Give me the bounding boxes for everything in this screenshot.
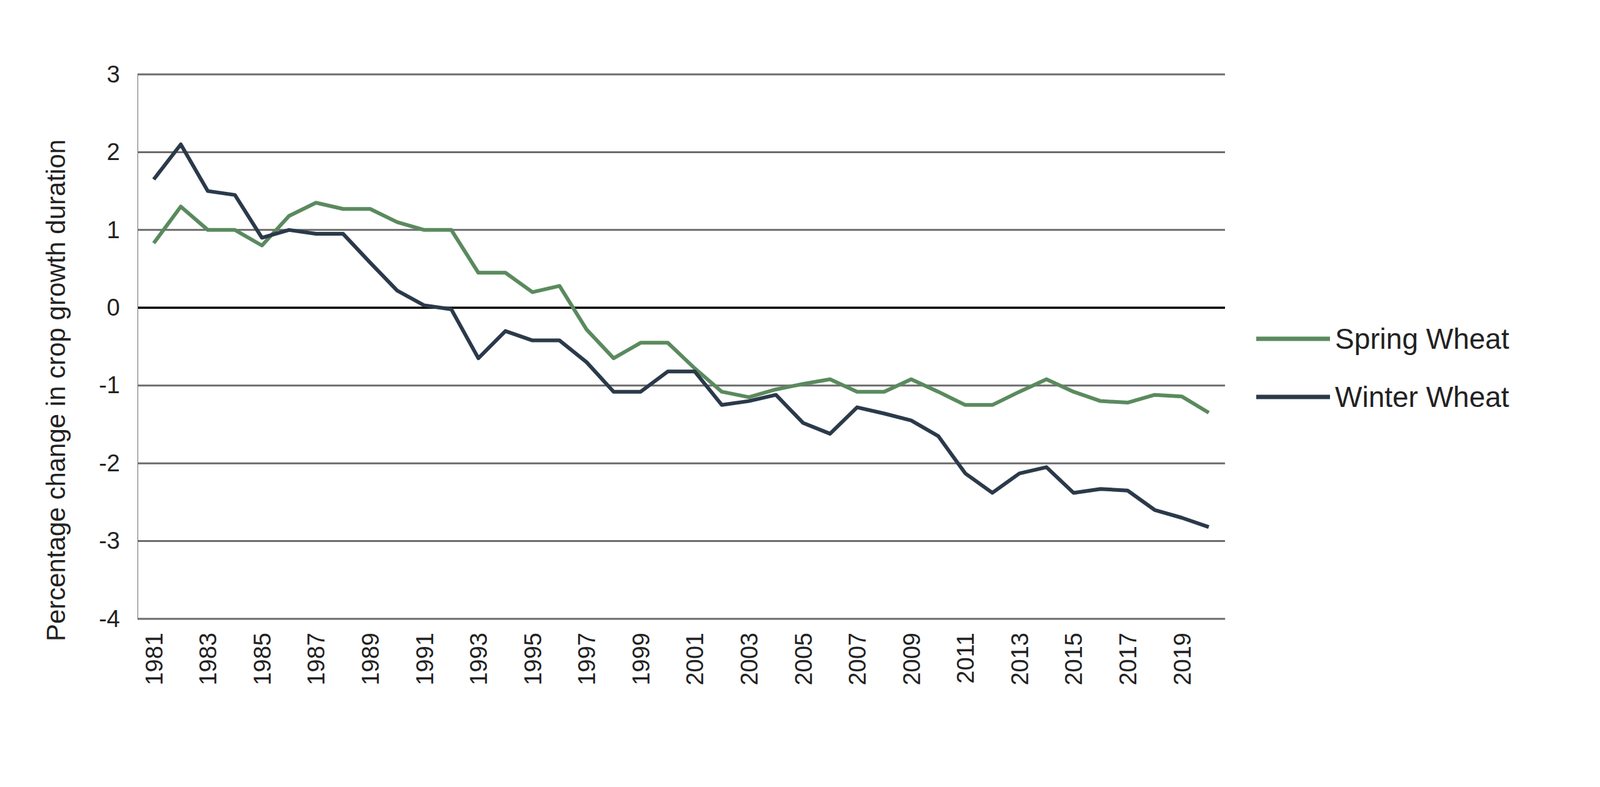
x-tick: 1981 xyxy=(141,618,168,686)
x-tick: 2019 xyxy=(1169,618,1196,686)
x-tick-label: 2001 xyxy=(681,632,709,686)
x-tick-label: 1987 xyxy=(303,632,330,686)
x-tick: 2011 xyxy=(952,618,979,684)
y-tick-label: 1 xyxy=(106,216,120,244)
plot-area xyxy=(153,144,1209,527)
x-axis: 1981 1983 1985 1987 1989 1991 1993 1995 1997 1999… xyxy=(138,618,1226,686)
legend-swatch xyxy=(1256,395,1330,400)
legend-label: Spring Wheat xyxy=(1335,322,1510,355)
y-tick-label: -3 xyxy=(98,527,120,554)
x-tick: 1985 xyxy=(249,618,276,686)
x-tick: 2007 xyxy=(844,618,871,686)
zero-line xyxy=(137,306,1225,310)
x-tick: 2003 xyxy=(736,618,763,686)
x-tick-label: 1991 xyxy=(411,632,439,686)
x-tick: 1999 xyxy=(628,618,655,686)
x-tick: 1989 xyxy=(357,618,384,686)
x-tick: 2015 xyxy=(1060,618,1087,686)
x-tick-label: 1983 xyxy=(195,632,222,686)
x-tick-label: 1997 xyxy=(573,632,600,686)
x-tick: 2009 xyxy=(898,618,925,686)
x-tick: 1983 xyxy=(195,618,222,686)
x-tick-label: 1999 xyxy=(628,632,655,686)
y-tick-label: -1 xyxy=(98,371,120,399)
x-tick-label: 2015 xyxy=(1060,632,1087,686)
x-tick: 1997 xyxy=(573,618,600,686)
grid xyxy=(137,74,1225,619)
y-tick: -4 xyxy=(98,605,138,632)
y-tick: -1 xyxy=(98,371,138,399)
y-tick: -3 xyxy=(98,527,138,554)
y-tick-label: 0 xyxy=(106,294,120,321)
legend-swatch xyxy=(1256,336,1330,342)
y-tick: 2 xyxy=(106,138,138,165)
x-tick-label: 2009 xyxy=(898,632,925,686)
x-tick: 1993 xyxy=(465,618,492,686)
x-tick: 2001 xyxy=(681,618,709,686)
x-tick-label: 1995 xyxy=(520,632,547,686)
x-tick-label: 1981 xyxy=(141,632,168,686)
grid-line xyxy=(137,618,1225,620)
chart: -4 -3 -2 -1 0 1 2 3 1981 1983 1985 1987 1989 1991 1993… xyxy=(0,0,1600,787)
y-tick: -2 xyxy=(98,450,138,477)
x-tick-label: 2013 xyxy=(1006,632,1034,686)
y-axis: -4 -3 -2 -1 0 1 2 3 xyxy=(98,61,138,632)
x-tick: 1995 xyxy=(520,618,547,686)
x-tick: 1987 xyxy=(303,618,330,686)
x-tick-label: 1989 xyxy=(357,632,384,686)
y-axis-title: Percentage change in crop growth duratio… xyxy=(41,139,71,642)
x-tick-label: 2003 xyxy=(736,632,763,686)
x-axis-line xyxy=(138,618,1226,620)
x-tick-label: 1985 xyxy=(249,632,276,686)
y-axis-line xyxy=(137,75,139,620)
x-tick-label: 2017 xyxy=(1115,632,1142,686)
legend-label: Winter Wheat xyxy=(1335,380,1510,414)
x-tick: 2017 xyxy=(1115,618,1142,686)
y-tick-label: 3 xyxy=(106,61,120,88)
x-tick: 1991 xyxy=(411,618,439,686)
x-tick: 2013 xyxy=(1006,618,1034,686)
y-tick-label: -4 xyxy=(98,605,120,632)
x-tick-label: 2011 xyxy=(952,632,979,684)
x-tick-label: 2019 xyxy=(1169,632,1196,686)
x-tick-label: 1993 xyxy=(465,632,492,686)
y-tick-label: 2 xyxy=(106,138,120,165)
y-tick: 1 xyxy=(106,216,138,244)
series-line xyxy=(153,144,1209,527)
x-tick-label: 2005 xyxy=(790,632,817,686)
grid-line xyxy=(137,540,1225,542)
y-tick-label: -2 xyxy=(98,450,120,477)
grid-line xyxy=(137,73,1225,76)
x-tick-label: 2007 xyxy=(844,632,871,686)
y-tick: 3 xyxy=(106,61,138,88)
legend: Spring Wheat Winter Wheat xyxy=(1256,322,1510,414)
y-tick: 0 xyxy=(106,294,138,321)
grid-line xyxy=(137,462,1225,465)
x-tick: 2005 xyxy=(790,618,817,686)
grid-line xyxy=(137,151,1225,154)
